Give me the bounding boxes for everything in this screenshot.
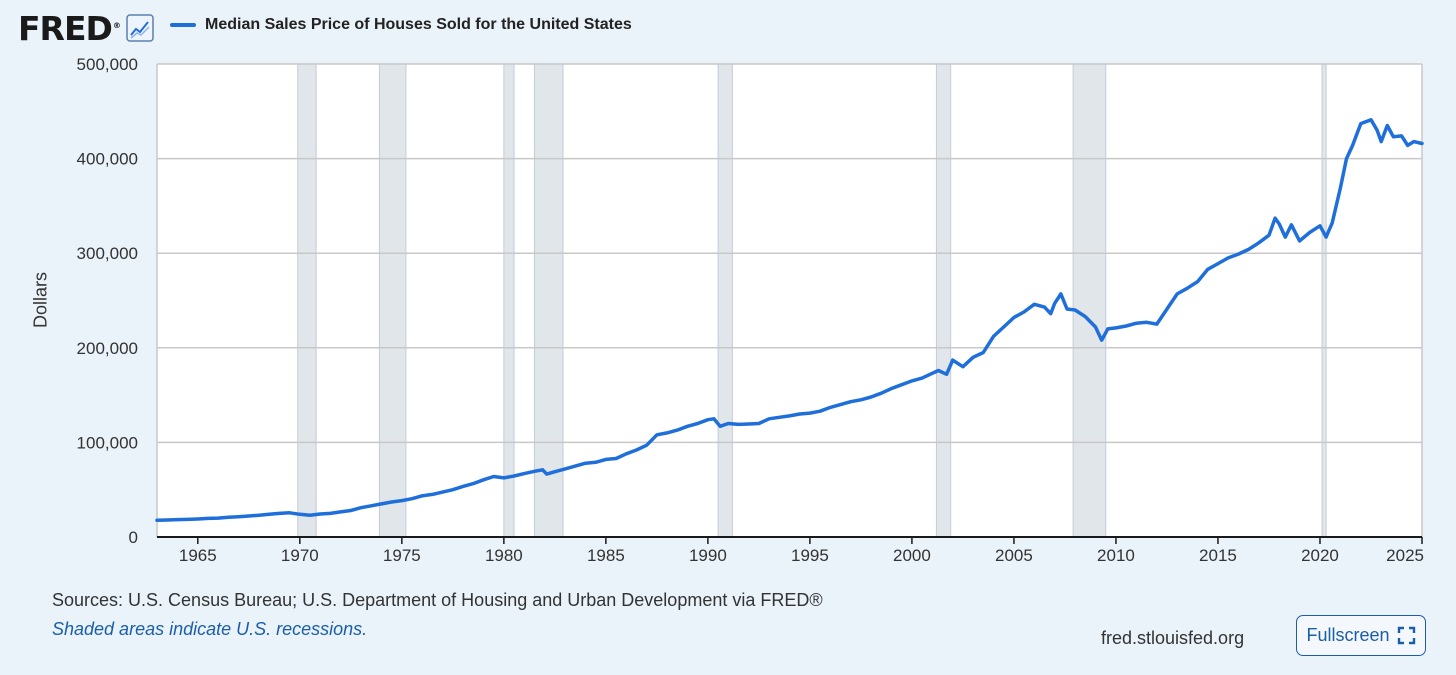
x-tick-label: 1990 <box>689 546 727 565</box>
fullscreen-button[interactable]: Fullscreen <box>1296 615 1426 656</box>
recession-band <box>533 63 564 538</box>
line-chart-icon <box>126 14 154 42</box>
y-tick-label: 100,000 <box>77 433 138 452</box>
recession-band <box>378 63 407 538</box>
x-tick-label: 1965 <box>179 546 217 565</box>
legend-swatch <box>170 23 196 27</box>
recession-note: Shaded areas indicate U.S. recessions. <box>52 619 368 639</box>
x-tick-label: 2000 <box>893 546 931 565</box>
x-tick-label: 1975 <box>383 546 421 565</box>
x-tick-label: 2010 <box>1097 546 1135 565</box>
plot-area <box>157 64 1422 537</box>
expand-icon <box>1397 626 1415 645</box>
x-tick-label: 2005 <box>995 546 1033 565</box>
recession-band <box>717 63 733 538</box>
y-tick-label: 0 <box>129 528 138 547</box>
y-tick-label: 300,000 <box>77 244 138 263</box>
axes: 0 100,000 200,000 300,000 400,000 500,000 1965… <box>77 55 1424 565</box>
recession-band <box>1321 63 1327 538</box>
x-tick-label: 2025 <box>1386 546 1424 565</box>
x-tick-label: 2020 <box>1301 546 1339 565</box>
y-axis-label: Dollars <box>30 271 51 329</box>
line-chart: 0 100,000 200,000 300,000 400,000 500,000 1965… <box>77 55 1424 565</box>
recession-band <box>297 63 317 538</box>
recession-band <box>935 63 952 538</box>
recession-bands <box>297 63 1327 538</box>
chart-legend: Median Sales Price of Houses Sold for th… <box>170 16 632 34</box>
site-url[interactable]: fred.stlouisfed.org <box>1101 628 1245 648</box>
fullscreen-label: Fullscreen <box>1306 625 1390 645</box>
x-tick-label: 1985 <box>587 546 625 565</box>
x-tick-label: 1980 <box>485 546 523 565</box>
y-tick-label: 500,000 <box>77 55 138 74</box>
sources-text: Sources: U.S. Census Bureau; U.S. Depart… <box>52 590 823 610</box>
recession-band <box>1072 63 1107 538</box>
series-lines <box>155 118 1424 522</box>
y-tick-label: 200,000 <box>77 339 138 358</box>
fred-header: FRED® <box>18 8 154 48</box>
y-tick-label: 400,000 <box>77 150 138 169</box>
x-tick-label: 1970 <box>281 546 319 565</box>
recession-band <box>503 63 515 538</box>
registered-mark: ® <box>112 20 121 30</box>
x-tick-label: 2015 <box>1199 546 1237 565</box>
grid-lines <box>156 63 1423 537</box>
legend-label: Median Sales Price of Houses Sold for th… <box>205 16 632 33</box>
fred-logo[interactable]: FRED® <box>18 8 121 48</box>
series-line <box>155 118 1424 522</box>
x-tick-label: 1995 <box>791 546 829 565</box>
